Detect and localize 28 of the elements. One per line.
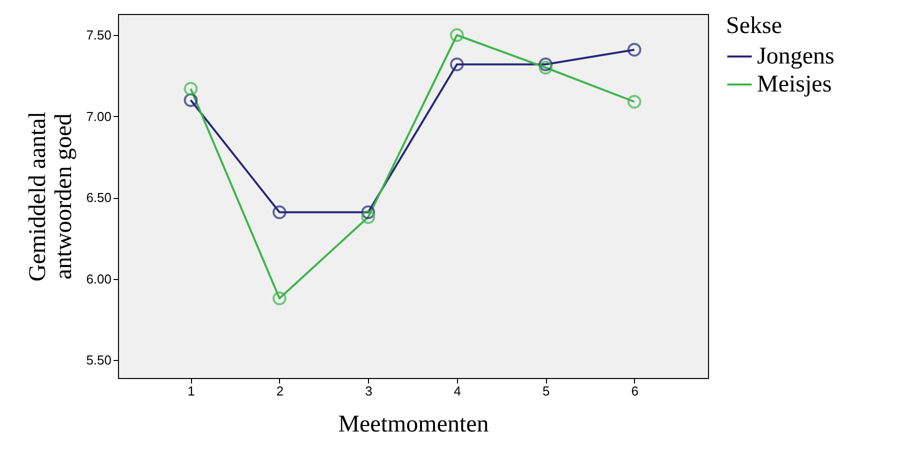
x-tick-label: 1 (188, 384, 195, 398)
point (450, 28, 464, 42)
legend-label: Meisjes (757, 72, 832, 98)
x-tick-label: 4 (454, 384, 462, 398)
y-tick-label: 5.50 (86, 352, 112, 368)
y-tick-label: 6.50 (86, 190, 112, 206)
point (361, 205, 376, 220)
legend-title: Sekse (726, 13, 782, 39)
x-tick-label: 6 (631, 384, 638, 398)
point (538, 60, 553, 75)
x-tick-label: 2 (276, 384, 284, 398)
point (184, 82, 198, 96)
y-tick-label: 7.50 (86, 28, 112, 43)
point (450, 57, 464, 72)
point (627, 94, 642, 109)
point (627, 42, 642, 57)
legend-label: Jongens (757, 44, 834, 70)
point (272, 291, 286, 306)
point (361, 210, 376, 224)
point (272, 205, 286, 220)
y-axis-title: Gemiddeld aantal antwoorden goed (25, 111, 78, 282)
y-tick-label: 7.00 (86, 108, 112, 124)
point (184, 93, 198, 108)
x-axis-title: Meetmomenten (338, 412, 489, 438)
point (538, 57, 553, 72)
y-tick-label: 6.00 (86, 271, 112, 286)
x-tick-label: 5 (542, 384, 550, 398)
x-tick-label: 3 (365, 384, 372, 398)
